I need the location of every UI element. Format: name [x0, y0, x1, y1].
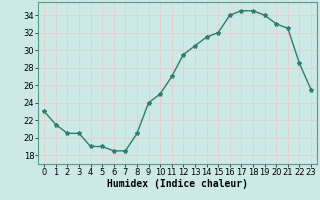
X-axis label: Humidex (Indice chaleur): Humidex (Indice chaleur) — [107, 179, 248, 189]
